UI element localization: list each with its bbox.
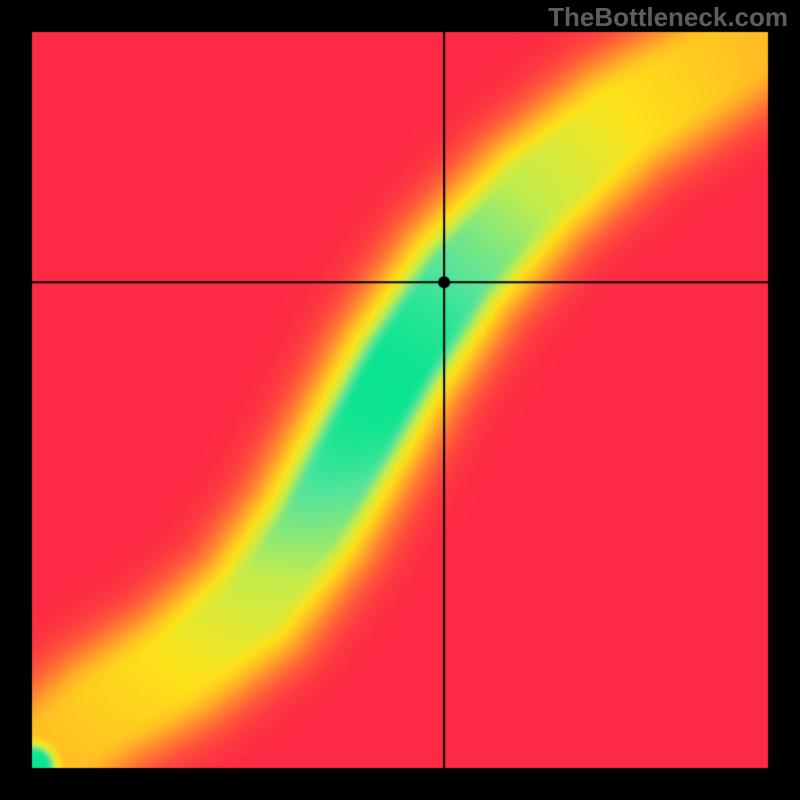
chart-container: TheBottleneck.com	[0, 0, 800, 800]
watermark-text: TheBottleneck.com	[548, 2, 788, 33]
bottleneck-heatmap	[0, 0, 800, 800]
